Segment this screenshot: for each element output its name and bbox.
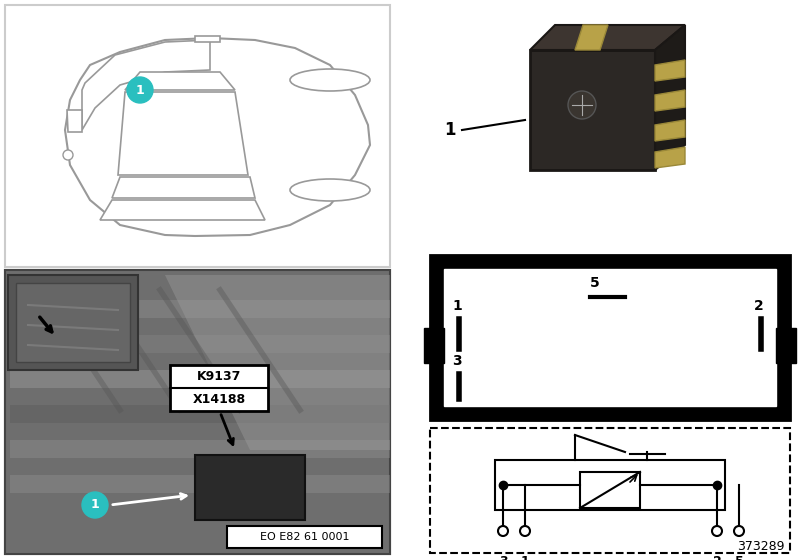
- Bar: [170, 365, 268, 411]
- Polygon shape: [118, 92, 248, 175]
- Polygon shape: [165, 275, 390, 450]
- Text: X14188: X14188: [193, 393, 246, 406]
- Polygon shape: [82, 40, 210, 130]
- Text: 1: 1: [444, 121, 456, 139]
- Text: 2: 2: [713, 555, 722, 560]
- Bar: [580, 472, 640, 508]
- Polygon shape: [575, 25, 608, 50]
- Bar: [415, 5, 795, 245]
- Text: 1: 1: [521, 555, 530, 560]
- Polygon shape: [655, 147, 685, 168]
- Circle shape: [82, 492, 108, 518]
- Circle shape: [498, 526, 508, 536]
- Polygon shape: [655, 90, 685, 111]
- Polygon shape: [10, 370, 390, 388]
- Ellipse shape: [290, 179, 370, 201]
- Polygon shape: [125, 72, 235, 90]
- Polygon shape: [10, 475, 390, 493]
- Bar: [227, 526, 382, 548]
- Bar: [530, 50, 655, 170]
- Polygon shape: [10, 440, 390, 458]
- Polygon shape: [10, 300, 390, 318]
- Circle shape: [734, 526, 744, 536]
- Bar: [495, 460, 725, 510]
- Polygon shape: [10, 335, 390, 353]
- Circle shape: [127, 77, 153, 103]
- Text: 373289: 373289: [738, 540, 785, 553]
- Bar: [776, 328, 796, 363]
- Bar: [8, 275, 138, 370]
- Bar: [16, 283, 130, 362]
- Polygon shape: [195, 36, 220, 42]
- Text: 3: 3: [498, 555, 507, 560]
- Bar: [195, 455, 305, 520]
- Text: EO E82 61 0001: EO E82 61 0001: [260, 532, 350, 542]
- Polygon shape: [10, 405, 390, 423]
- Bar: [444, 269, 776, 406]
- Polygon shape: [655, 25, 685, 170]
- Bar: [424, 328, 444, 363]
- Circle shape: [63, 150, 73, 160]
- Text: 2: 2: [754, 299, 764, 313]
- Polygon shape: [655, 60, 685, 81]
- Bar: [5, 5, 390, 267]
- Polygon shape: [655, 120, 685, 141]
- Text: 1: 1: [90, 498, 99, 511]
- Bar: [5, 270, 390, 554]
- Text: 5: 5: [734, 555, 743, 560]
- Circle shape: [520, 526, 530, 536]
- Text: K9137: K9137: [197, 370, 241, 383]
- Text: 5: 5: [590, 276, 600, 290]
- Circle shape: [712, 526, 722, 536]
- Text: 3: 3: [452, 354, 462, 368]
- Bar: [430, 428, 790, 553]
- Ellipse shape: [290, 69, 370, 91]
- Polygon shape: [100, 200, 265, 220]
- Polygon shape: [530, 25, 685, 50]
- Polygon shape: [67, 110, 82, 132]
- Bar: [430, 255, 790, 420]
- Text: 1: 1: [136, 83, 144, 96]
- Polygon shape: [112, 177, 255, 198]
- Polygon shape: [65, 38, 370, 236]
- Bar: [5, 270, 390, 554]
- Circle shape: [568, 91, 596, 119]
- Text: 1: 1: [452, 299, 462, 313]
